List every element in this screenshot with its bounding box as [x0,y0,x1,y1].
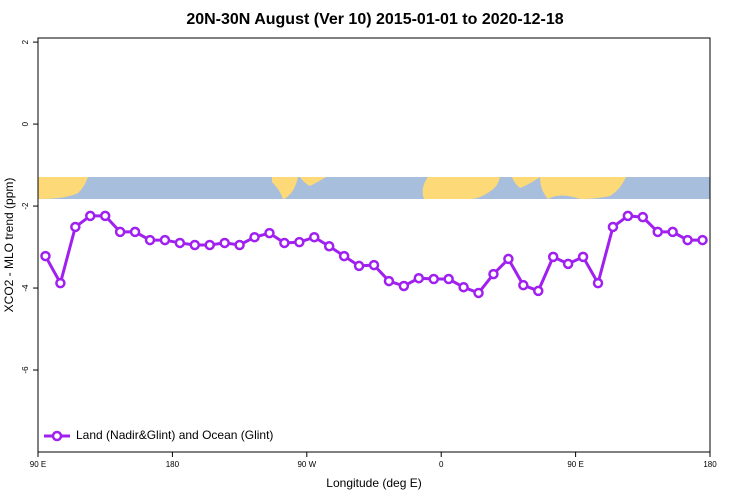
chart-title: 20N-30N August (Ver 10) 2015-01-01 to 20… [186,11,563,28]
point [85,210,96,222]
point [144,234,156,246]
point [473,287,484,299]
point [249,231,260,243]
point [264,227,275,239]
y-tick-label: -4 [21,284,30,292]
land [540,177,626,199]
point [129,226,141,238]
point [383,275,395,287]
x-axis-label: Longitude (deg E) [326,476,421,490]
point [682,234,693,246]
point [353,260,365,272]
point [234,239,245,251]
plot-frame [37,37,711,453]
point [114,226,126,238]
point [338,250,350,262]
point [323,240,335,252]
series-line [44,214,703,295]
point [40,250,51,262]
point [398,280,410,292]
x-tick-label: 180 [166,460,180,469]
point [577,251,589,263]
point [503,253,514,265]
y-tick-label: -2 [21,202,30,210]
land [422,177,500,199]
point [99,210,111,222]
y-tick-label: -6 [21,366,30,374]
point [443,273,454,285]
x-tick-label: 90 E [30,460,46,469]
point [204,239,215,251]
x-tick-label: 90 W [297,460,316,469]
x-tick-label: 180 [703,460,717,469]
point [488,268,499,280]
point [622,210,634,222]
point [189,239,201,251]
point [294,236,305,248]
point [55,277,66,289]
point [607,221,619,233]
legend-label: Land (Nadir&Glint) and Ocean (Glint) [76,428,273,442]
land [512,177,540,188]
point [547,251,559,263]
point [652,226,663,238]
y-axis-label: XCO2 - MLO trend (ppm) [2,178,16,313]
point [697,234,708,246]
x-tick-label: 90 E [567,460,583,469]
map-strip [38,177,710,199]
x-tick-label: 0 [439,460,444,469]
land [38,177,88,199]
y-tick-label: 2 [21,39,30,44]
point [279,237,290,249]
point [592,277,604,289]
point [70,221,81,233]
point [428,273,439,285]
point [159,234,171,246]
land [272,177,298,199]
point [562,258,574,270]
point [518,279,529,291]
point [533,285,544,297]
y-tick-label: 0 [21,121,30,126]
point [667,226,678,238]
land [300,177,326,186]
point [413,272,425,284]
point [637,211,649,223]
point [174,237,186,249]
point [458,281,469,293]
point [368,259,380,271]
point [219,237,230,249]
point [309,231,320,243]
legend-swatch [51,430,63,442]
